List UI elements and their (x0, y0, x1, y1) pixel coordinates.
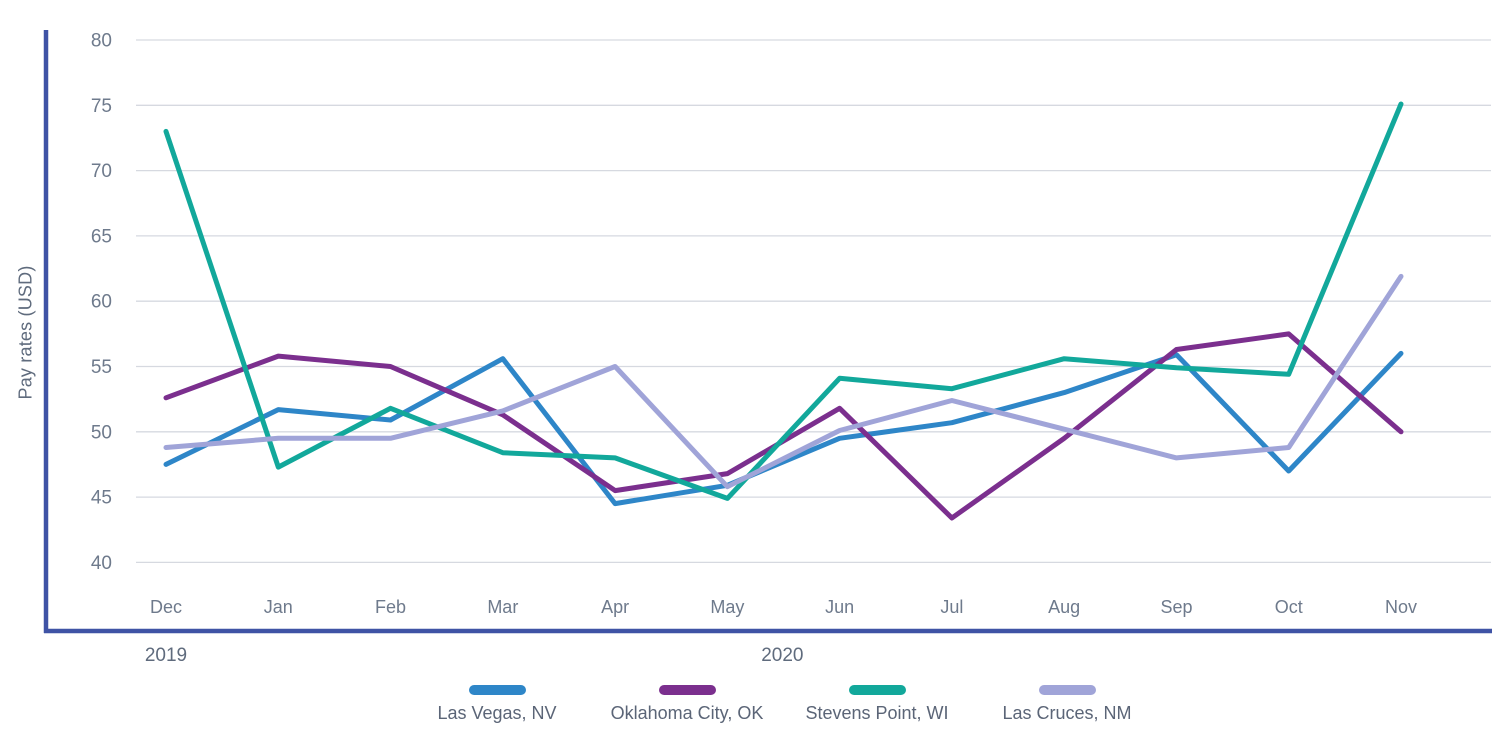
legend-item-stevens-point-wi[interactable]: Stevens Point, WI (782, 681, 972, 724)
x-tick-label: Nov (1385, 597, 1417, 617)
legend-swatch (468, 685, 526, 695)
y-tick-label: 75 (91, 96, 112, 117)
x-tick-label: Aug (1048, 597, 1080, 617)
plot-area: 80 75 70 65 60 55 50 45 40 Dec Jan Feb Mar Apr May Jun J… (43, 30, 1492, 666)
x-tick-label: Jul (940, 597, 963, 617)
y-tick-label: 45 (91, 488, 112, 509)
y-tick-label: 70 (91, 161, 112, 182)
y-tick-label: 40 (91, 553, 112, 574)
y-axis-title: Pay rates (USD) (15, 265, 36, 400)
series-line-stevens-point-wi (163, 101, 1404, 501)
legend-label: Oklahoma City, OK (610, 703, 764, 723)
x-tick-label: May (710, 597, 744, 617)
x-tick-label: Jan (264, 597, 293, 617)
legend-item-las-vegas-nv[interactable]: Las Vegas, NV (402, 681, 592, 724)
series-line-oklahoma-city-ok (163, 331, 1404, 521)
x-tick-label: Feb (375, 597, 406, 617)
x-tick-label: Mar (487, 597, 518, 617)
x-tick-label: Jun (825, 597, 854, 617)
legend-label: Las Vegas, NV (437, 703, 557, 723)
y-tick-label: 80 (91, 31, 112, 52)
legend-swatch (848, 685, 906, 695)
year-label: 2020 (761, 645, 803, 666)
x-tick-label: Sep (1160, 597, 1192, 617)
legend-swatch (658, 685, 716, 695)
x-tick-label: Dec (150, 597, 182, 617)
y-tick-label: 55 (91, 357, 112, 378)
legend-label: Stevens Point, WI (805, 703, 949, 723)
x-tick-label: Oct (1275, 597, 1303, 617)
series-line-las-cruces-nm (163, 273, 1404, 490)
year-label: 2019 (145, 645, 187, 666)
legend-swatch (1038, 685, 1096, 695)
chart-legend: Las Vegas, NV Oklahoma City, OK Stevens Po… (402, 681, 1162, 724)
y-tick-label: 60 (91, 292, 112, 313)
legend-item-las-cruces-nm[interactable]: Las Cruces, NM (972, 681, 1162, 724)
legend-item-oklahoma-city-ok[interactable]: Oklahoma City, OK (592, 681, 782, 724)
y-tick-label: 65 (91, 226, 112, 247)
x-tick-label: Apr (601, 597, 629, 617)
y-tick-label: 50 (91, 422, 112, 443)
legend-label: Las Cruces, NM (1002, 703, 1132, 723)
